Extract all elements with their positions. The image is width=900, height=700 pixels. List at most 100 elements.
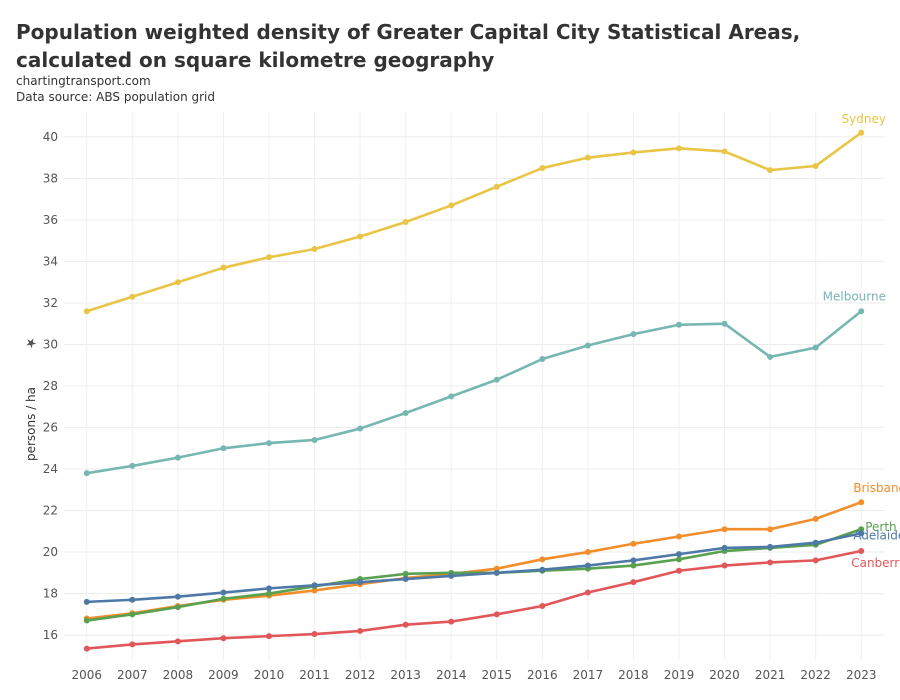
data-point bbox=[676, 567, 682, 574]
data-point bbox=[266, 440, 272, 447]
data-point bbox=[266, 633, 272, 640]
series-line bbox=[85, 532, 863, 604]
data-point bbox=[493, 565, 500, 572]
data-point bbox=[83, 598, 90, 605]
data-point bbox=[174, 454, 181, 461]
data-point bbox=[220, 445, 227, 452]
x-tick-label: 2019 bbox=[664, 668, 695, 682]
data-point bbox=[402, 219, 409, 226]
data-point bbox=[539, 165, 546, 172]
data-point bbox=[311, 631, 318, 638]
grid-lines bbox=[64, 112, 884, 660]
x-tick-label: 2013 bbox=[390, 668, 421, 682]
data-point bbox=[311, 582, 318, 589]
data-point bbox=[539, 566, 546, 573]
data-point bbox=[448, 202, 455, 209]
data-point bbox=[767, 167, 774, 174]
data-point bbox=[858, 526, 865, 533]
data-point bbox=[448, 618, 455, 625]
data-point bbox=[539, 356, 546, 363]
series-canberra: Canberra bbox=[83, 548, 900, 652]
series-brisbane: Brisbane bbox=[83, 481, 900, 622]
x-tick-label: 2009 bbox=[208, 668, 239, 682]
y-tick-label: 18 bbox=[43, 587, 58, 601]
data-point bbox=[129, 641, 136, 648]
y-tick-label: 32 bbox=[43, 296, 58, 310]
data-point bbox=[858, 548, 865, 555]
data-point bbox=[266, 254, 272, 261]
data-point bbox=[539, 556, 546, 563]
data-point bbox=[676, 551, 682, 558]
x-tick-label: 2015 bbox=[482, 668, 513, 682]
data-source: Data source: ABS population grid bbox=[16, 90, 216, 104]
x-tick-label: 2014 bbox=[436, 668, 467, 682]
data-point bbox=[83, 645, 90, 652]
series-adelaide: Adelaide bbox=[83, 528, 900, 605]
y-tick-label: 26 bbox=[43, 421, 58, 435]
data-point bbox=[493, 569, 500, 576]
data-point bbox=[129, 293, 136, 300]
data-point bbox=[676, 321, 682, 328]
series-perth: Perth bbox=[83, 520, 897, 624]
x-tick-label: 2021 bbox=[755, 668, 786, 682]
data-point bbox=[767, 353, 774, 360]
data-point bbox=[721, 148, 728, 155]
data-point bbox=[721, 320, 728, 327]
data-point bbox=[83, 617, 90, 624]
data-point bbox=[129, 611, 136, 618]
data-point bbox=[767, 543, 774, 550]
y-tick-label: 30 bbox=[43, 337, 58, 351]
data-point bbox=[174, 593, 181, 600]
data-point bbox=[584, 342, 591, 349]
x-tick-label: 2008 bbox=[163, 668, 194, 682]
data-point bbox=[584, 549, 591, 556]
data-point bbox=[220, 635, 227, 642]
series-label: Melbourne bbox=[823, 289, 886, 303]
series-sydney: Sydney bbox=[83, 112, 886, 315]
y-tick-label: 16 bbox=[43, 628, 58, 642]
data-point bbox=[311, 587, 318, 594]
data-point bbox=[174, 638, 181, 645]
data-point bbox=[129, 596, 136, 603]
data-point bbox=[357, 627, 364, 634]
y-tick-label: 38 bbox=[43, 171, 58, 185]
data-point bbox=[83, 470, 90, 477]
data-point bbox=[812, 515, 819, 522]
series-line bbox=[85, 131, 863, 313]
data-point bbox=[721, 544, 728, 551]
x-tick-label: 2023 bbox=[846, 668, 877, 682]
y-tick-label: 28 bbox=[43, 379, 58, 393]
data-point bbox=[676, 533, 682, 540]
data-point bbox=[266, 585, 272, 592]
data-point bbox=[402, 570, 409, 577]
data-point bbox=[311, 246, 318, 252]
data-point bbox=[174, 279, 181, 286]
data-point bbox=[448, 572, 455, 579]
series-line bbox=[85, 500, 863, 620]
data-point bbox=[584, 562, 591, 569]
series-label: Sydney bbox=[842, 112, 886, 126]
x-tick-label: 2011 bbox=[299, 668, 330, 682]
data-point bbox=[630, 579, 637, 586]
data-point bbox=[584, 154, 591, 161]
data-point bbox=[767, 559, 774, 566]
data-point bbox=[402, 409, 409, 416]
data-point bbox=[812, 557, 819, 564]
data-point bbox=[721, 562, 728, 569]
x-tick-label: 2020 bbox=[709, 668, 740, 682]
data-point bbox=[357, 579, 364, 586]
series-label: Adelaide bbox=[853, 528, 900, 542]
x-tick-label: 2012 bbox=[345, 668, 376, 682]
x-tick-label: 2007 bbox=[117, 668, 148, 682]
data-point bbox=[83, 308, 90, 315]
series-line bbox=[85, 309, 863, 475]
y-tick-label: 20 bbox=[43, 545, 58, 559]
data-point bbox=[402, 576, 409, 583]
data-point bbox=[220, 589, 227, 596]
data-point bbox=[357, 233, 364, 240]
data-point bbox=[812, 162, 819, 169]
data-point bbox=[402, 621, 409, 628]
data-point bbox=[858, 129, 865, 136]
x-tick-label: 2006 bbox=[72, 668, 103, 682]
